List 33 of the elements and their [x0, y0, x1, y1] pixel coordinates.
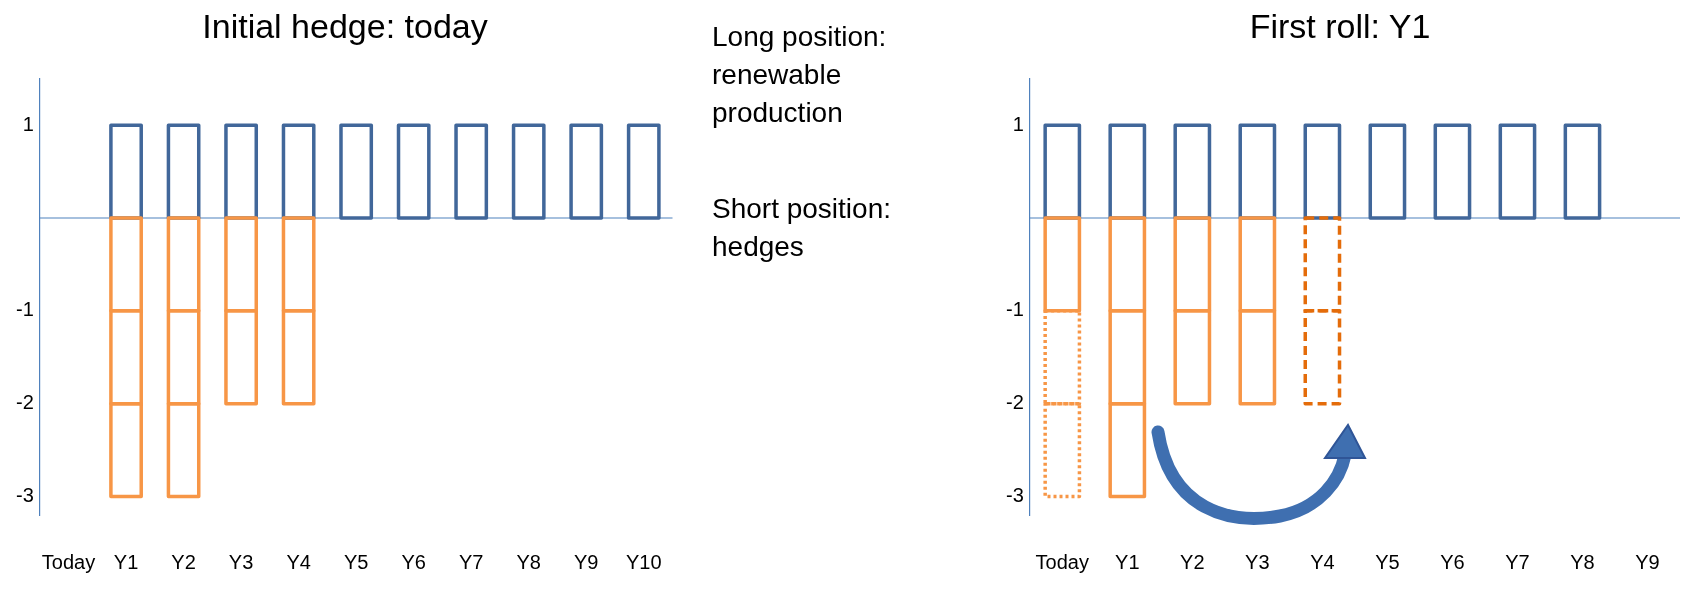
x-tick-label: Today — [1035, 550, 1089, 573]
y-tick-label: -1 — [15, 298, 34, 321]
y-tick-label: 1 — [22, 112, 34, 135]
y-tick-label: -3 — [15, 483, 34, 506]
x-tick-label: Y4 — [286, 550, 311, 573]
x-tick-label: Y5 — [343, 550, 369, 573]
y-tick-label: -2 — [15, 391, 34, 414]
x-tick-label: Y5 — [1375, 550, 1400, 573]
x-tick-label: Y3 — [228, 550, 254, 573]
chart-title: Initial hedge: today — [202, 6, 488, 45]
x-tick-label: Y9 — [574, 550, 599, 573]
x-tick-label: Y1 — [113, 550, 139, 573]
x-tick-label: Y4 — [1310, 550, 1335, 573]
text: Long position: renewable production — [712, 20, 888, 130]
text: Short position: hedges — [712, 192, 892, 264]
y-tick-label: -1 — [1005, 298, 1024, 321]
y-tick-label: 1 — [1012, 112, 1024, 135]
x-tick-label: Y10 — [625, 550, 662, 573]
x-tick-label: Y1 — [1115, 550, 1140, 573]
x-tick-label: Y2 — [1180, 550, 1205, 573]
y-tick-label: -2 — [1005, 391, 1024, 414]
x-tick-label: Today — [41, 550, 96, 573]
x-tick-label: Y6 — [1440, 550, 1465, 573]
y-tick-label: -3 — [1005, 483, 1024, 506]
x-tick-label: Y2 — [171, 550, 196, 573]
x-tick-label: Y8 — [516, 550, 541, 573]
x-tick-label: Y7 — [1505, 550, 1530, 573]
x-tick-label: Y8 — [1570, 550, 1595, 573]
x-tick-label: Y3 — [1245, 550, 1270, 573]
x-tick-label: Y6 — [401, 550, 426, 573]
x-tick-label: Y7 — [458, 550, 484, 573]
x-tick-label: Y9 — [1635, 550, 1660, 573]
chart-title: First roll: Y1 — [1249, 6, 1431, 45]
